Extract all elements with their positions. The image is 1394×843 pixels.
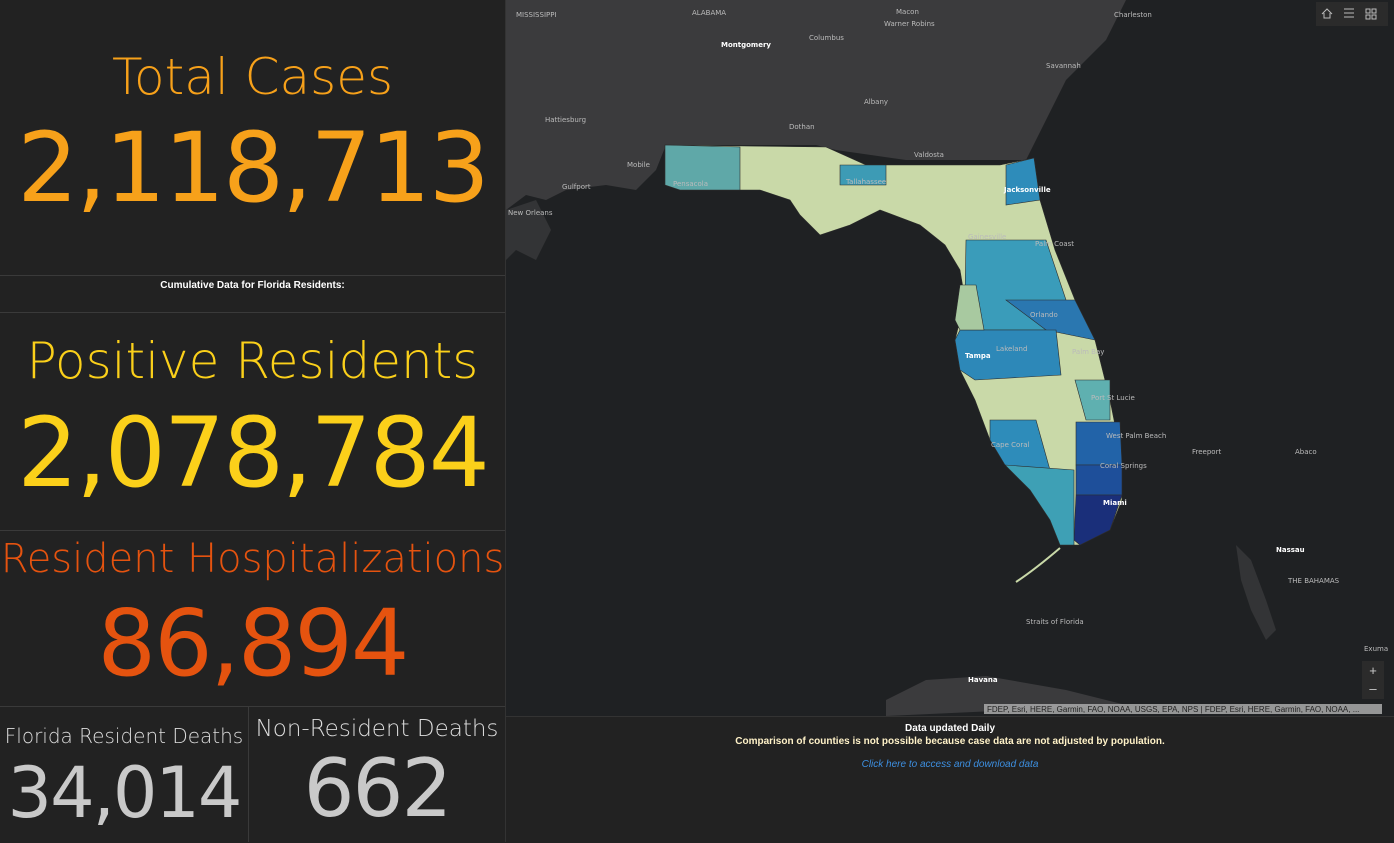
map-label: Palm Bay xyxy=(1072,348,1104,356)
map-label: Valdosta xyxy=(914,151,944,159)
legend-button[interactable] xyxy=(1344,8,1354,18)
map-label: Dothan xyxy=(789,123,815,131)
positive-value: 2,078,784 xyxy=(0,397,505,509)
zoom-in[interactable]: + xyxy=(1369,663,1377,678)
map-label: Port St Lucie xyxy=(1091,394,1135,402)
map-label: Montgomery xyxy=(721,41,771,49)
title-text: Positive Residents xyxy=(26,332,479,390)
map-label: Charleston xyxy=(1114,11,1152,19)
divider xyxy=(0,312,505,313)
map-label: Cape Coral xyxy=(991,441,1029,449)
total-cases-value: 2,118,713 xyxy=(0,112,505,224)
map-label: Jacksonville xyxy=(1003,186,1051,194)
basemap-button[interactable] xyxy=(1371,8,1377,14)
stats-panel: Total Cases 2,118,713 Cumulative Data fo… xyxy=(0,0,506,842)
map-label: Havana xyxy=(968,676,998,684)
county-region xyxy=(954,329,1062,381)
divider xyxy=(0,275,505,276)
map[interactable]: MISSISSIPPI ALABAMA Montgomery Columbus … xyxy=(506,0,1394,716)
map-label: Exuma xyxy=(1364,645,1388,653)
map-label: ALABAMA xyxy=(692,9,726,17)
map-label: THE BAHAMAS xyxy=(1287,577,1340,585)
county-region xyxy=(954,284,985,331)
map-svg: MISSISSIPPI ALABAMA Montgomery Columbus … xyxy=(506,0,1394,716)
map-label: Straits of Florida xyxy=(1026,618,1084,626)
map-label: Tallahassee xyxy=(845,178,886,186)
county-region xyxy=(1073,494,1123,546)
land-bahamas xyxy=(1236,545,1276,640)
map-label: Gainesville xyxy=(968,233,1006,241)
county-region xyxy=(1005,157,1041,206)
map-label: Macon xyxy=(896,8,919,16)
land-north xyxy=(506,0,1394,210)
value-text: 2,118,713 xyxy=(17,112,490,224)
land-louisiana xyxy=(506,200,551,260)
widget-bar xyxy=(1316,2,1388,26)
map-label: Warner Robins xyxy=(884,20,935,28)
map-label: Nassau xyxy=(1276,546,1305,554)
zoom-out[interactable]: – xyxy=(1369,681,1377,696)
basemap-button[interactable] xyxy=(1365,14,1371,20)
nonresident-deaths: Non-Resident Deaths 662 xyxy=(249,716,505,835)
divider xyxy=(248,707,249,842)
attribution-bar xyxy=(984,704,1382,714)
florida-keys xyxy=(1015,547,1061,583)
county-region xyxy=(1074,379,1111,421)
map-label: Hattiesburg xyxy=(545,116,586,124)
download-link[interactable]: Click here to access and download data xyxy=(861,759,1039,770)
title-text: Total Cases xyxy=(111,48,394,106)
map-label: Mobile xyxy=(627,161,650,169)
map-label: Columbus xyxy=(809,34,844,42)
value-text: 86,894 xyxy=(97,590,410,697)
map-label: Gulfport xyxy=(562,183,591,191)
value-text: 2,078,784 xyxy=(17,397,490,509)
updated-note: Data updated Daily xyxy=(904,723,996,734)
county-region xyxy=(1075,421,1123,466)
hosp-title: Resident Hospitalizations xyxy=(0,536,505,582)
divider xyxy=(0,530,505,531)
map-labels: MISSISSIPPI ALABAMA Montgomery Columbus … xyxy=(508,8,1388,684)
map-label: Miami xyxy=(1103,499,1127,507)
basemap-button[interactable] xyxy=(1365,8,1371,14)
county-region xyxy=(664,144,741,191)
basemap-button[interactable] xyxy=(1371,14,1377,20)
home-button[interactable] xyxy=(1321,8,1333,19)
zoom-control xyxy=(1362,661,1384,699)
title-text: Florida Resident Deaths xyxy=(4,724,244,748)
map-label: Savannah xyxy=(1046,62,1081,70)
map-label: Palm Coast xyxy=(1035,240,1074,248)
total-cases-title: Total Cases xyxy=(0,48,505,106)
map-label: Coral Springs xyxy=(1100,462,1147,470)
disclaimer: Comparison of counties is not possible b… xyxy=(735,736,1165,747)
title-text: Resident Hospitalizations xyxy=(0,536,505,582)
note: Cumulative Data for Florida Residents: xyxy=(160,280,345,291)
attribution: FDEP, Esri, HERE, Garmin, FAO, NOAA, USG… xyxy=(987,705,1359,714)
title-text: Non-Resident Deaths xyxy=(255,716,499,742)
value-text: 662 xyxy=(303,742,453,835)
county-region xyxy=(1005,299,1096,341)
map-label: Abaco xyxy=(1295,448,1317,456)
county-region xyxy=(1004,464,1075,546)
map-label: Lakeland xyxy=(996,345,1027,353)
resident-deaths: Florida Resident Deaths 34,014 xyxy=(0,724,248,834)
map-label: Freeport xyxy=(1192,448,1221,456)
divider xyxy=(0,706,505,707)
map-label: Orlando xyxy=(1030,311,1058,319)
county-region xyxy=(839,164,887,186)
map-label: West Palm Beach xyxy=(1106,432,1166,440)
map-label: Tampa xyxy=(965,352,991,360)
map-label: Albany xyxy=(864,98,888,106)
footer: Data updated Daily Comparison of countie… xyxy=(506,716,1394,843)
map-label: Pensacola xyxy=(673,180,708,188)
value-text: 34,014 xyxy=(7,752,243,834)
positive-title: Positive Residents xyxy=(0,332,505,390)
map-label: MISSISSIPPI xyxy=(516,11,557,19)
map-label: New Orleans xyxy=(508,209,553,217)
hosp-value: 86,894 xyxy=(0,590,505,697)
